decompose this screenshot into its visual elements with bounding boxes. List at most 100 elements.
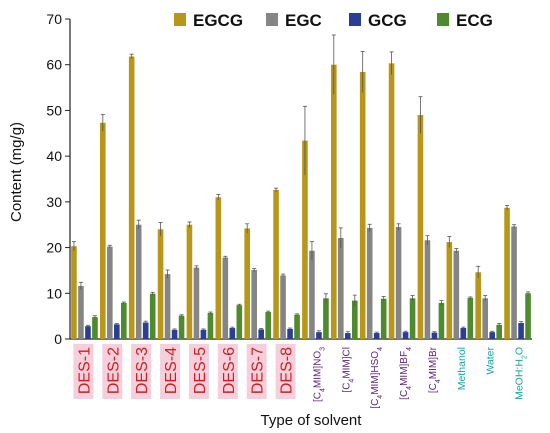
legend-label-gcg: GCG — [368, 11, 407, 30]
bar-egc — [395, 227, 402, 339]
error-bar — [410, 295, 415, 302]
category-labels: DES-1 DES-2 DES-3 DES-4 DES-5 DES-6 DES-7 DES-8… — [73, 344, 528, 409]
legend-swatch-egc — [266, 13, 278, 26]
category-label: DES-7 — [246, 344, 267, 399]
bar-egcg — [475, 272, 481, 339]
category-label: Methanol — [456, 347, 468, 390]
error-bar — [288, 327, 293, 330]
category-label: [C4MIM]BF4 — [399, 347, 413, 400]
bar-ecg — [236, 305, 243, 339]
error-bar — [100, 114, 105, 131]
bar-gcg — [287, 328, 293, 339]
legend: EGCG EGC GCG ECG — [174, 11, 493, 30]
category-label: DES-6 — [217, 344, 238, 399]
label-highlight — [73, 344, 94, 399]
bar-egcg — [359, 72, 366, 340]
bar-gcg — [489, 332, 495, 339]
error-bar — [230, 326, 235, 329]
legend-label-ecg: ECG — [456, 11, 493, 30]
error-bar — [223, 255, 228, 259]
y-tick-label: 40 — [46, 148, 62, 164]
bar-egcg — [215, 197, 222, 339]
error-bar — [266, 310, 271, 313]
label-highlight — [102, 344, 123, 399]
error-bar — [389, 51, 394, 75]
error-bar — [208, 311, 213, 314]
error-bar — [216, 194, 221, 201]
bar-egcg — [71, 246, 77, 339]
error-bar — [490, 330, 495, 334]
y-tick-label: 60 — [46, 57, 62, 73]
error-bar — [323, 293, 328, 303]
error-bar — [143, 320, 148, 324]
error-bar — [374, 331, 379, 334]
bar-egc — [511, 226, 517, 339]
category-label: [C4MIM]Cl — [341, 347, 355, 393]
bar-egcg — [504, 207, 510, 339]
bar-ecg — [265, 312, 271, 339]
label-highlight — [246, 344, 267, 399]
bar-egc — [424, 240, 431, 339]
error-bar — [367, 223, 372, 232]
svg-text:[C4MIM]NO3: [C4MIM]NO3 — [312, 347, 326, 402]
bar-egcg — [446, 242, 453, 339]
error-bar — [505, 205, 510, 211]
bar-egc — [251, 269, 257, 339]
bar-egc — [366, 227, 373, 339]
error-bar — [512, 224, 517, 229]
error-bar — [447, 236, 452, 248]
error-bar — [425, 235, 430, 245]
bar-egc — [482, 298, 488, 339]
error-bar — [136, 219, 141, 230]
y-tick-label: 20 — [46, 240, 62, 256]
error-bar — [454, 248, 459, 254]
error-bar — [497, 323, 502, 327]
bar-ecg — [352, 300, 358, 339]
bar-egcg — [331, 64, 337, 339]
error-bar — [71, 241, 76, 251]
y-tick-label: 70 — [46, 11, 62, 27]
category-label: DES-3 — [131, 344, 152, 399]
error-bar — [381, 296, 386, 302]
bar-gcg — [142, 322, 149, 339]
bar-ecg — [121, 302, 127, 339]
bar-ecg — [323, 298, 329, 339]
svg-text:DES-6: DES-6 — [221, 347, 238, 394]
category-label: DES-1 — [73, 344, 94, 399]
category-label: [C4MIM]Br — [428, 346, 442, 393]
category-label: [C4MIM]HSO4 — [370, 347, 384, 409]
bar-egcg — [100, 122, 106, 340]
bar-egc — [107, 246, 113, 339]
label-highlight — [275, 344, 296, 399]
error-bar — [172, 328, 177, 331]
error-bar — [150, 291, 155, 296]
bar-gcg — [316, 332, 322, 339]
bar-egcg — [273, 189, 279, 339]
bar-egc — [164, 274, 171, 339]
bar-gcg — [85, 326, 91, 339]
error-bar — [187, 221, 192, 228]
error-bar — [331, 34, 336, 95]
bar-egcg — [244, 228, 250, 339]
error-bar — [483, 295, 488, 302]
category-label: DES-5 — [188, 344, 209, 399]
error-bar — [476, 265, 481, 279]
bar-egcg — [128, 56, 135, 339]
legend-label-egc: EGC — [285, 11, 322, 30]
error-bar — [316, 330, 321, 334]
bar-gcg — [402, 332, 409, 339]
error-bar — [309, 241, 314, 260]
error-bars — [71, 34, 531, 335]
error-bar — [352, 294, 357, 307]
category-label: DES-8 — [275, 344, 296, 399]
svg-text:Methanol: Methanol — [456, 347, 468, 390]
bar-ecg — [294, 314, 300, 339]
category-label: MeOH:H2O — [514, 347, 529, 400]
bar-gcg — [460, 328, 467, 339]
bar-egc — [78, 285, 84, 339]
label-highlight — [131, 344, 152, 399]
error-bar — [194, 265, 199, 270]
svg-text:[C4MIM]HSO4: [C4MIM]HSO4 — [370, 347, 384, 409]
legend-swatch-gcg — [349, 13, 361, 26]
